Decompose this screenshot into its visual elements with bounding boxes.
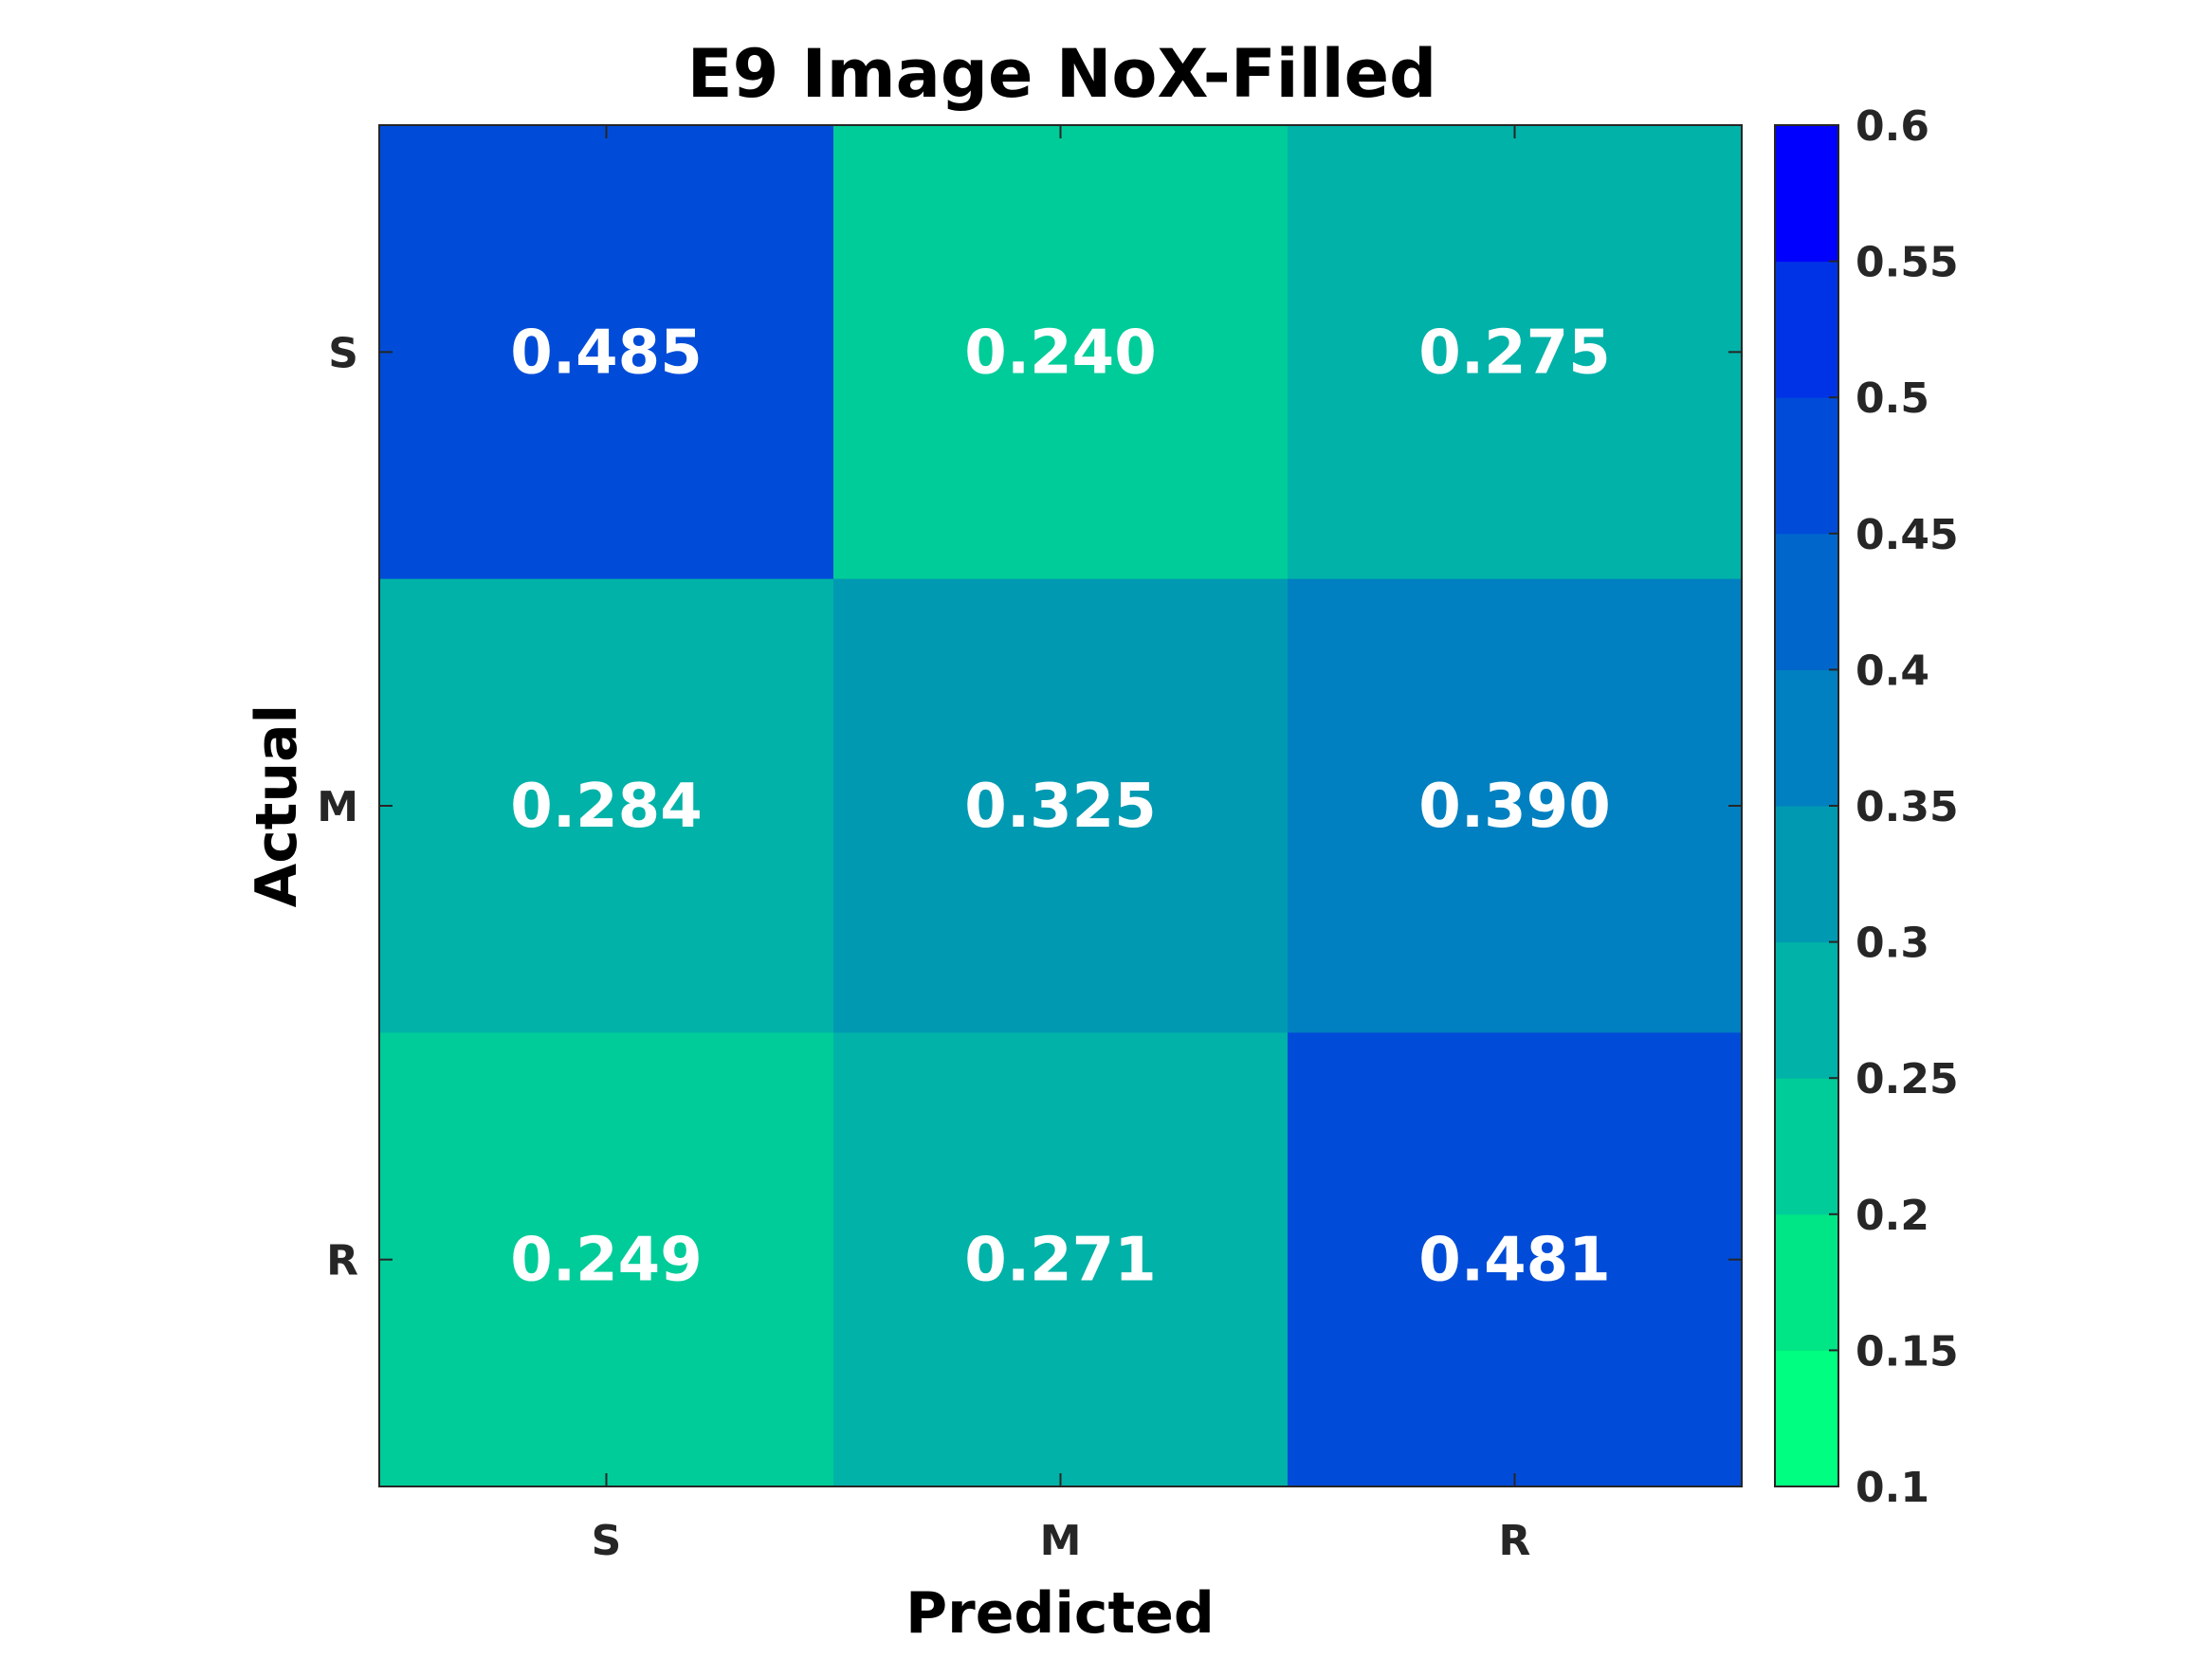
colorbar-segment (1775, 1213, 1838, 1351)
cell-value-label: 0.485 (510, 318, 702, 388)
cell-value-label: 0.271 (964, 1226, 1156, 1296)
colorbar-segment (1775, 806, 1838, 943)
heatmap-cell-R-R (1288, 1032, 1743, 1487)
x-tick-label: R (1499, 1517, 1531, 1565)
heatmap-cell-M-R (1288, 578, 1743, 1033)
cell-value-label: 0.325 (964, 772, 1156, 842)
colorbar-segment (1775, 1078, 1838, 1215)
colorbar-segment (1775, 669, 1838, 807)
colorbar-segment (1775, 397, 1838, 535)
heatmap-cell-S-S (379, 125, 834, 580)
colorbar-tick-label: 0.45 (1856, 511, 1959, 559)
heatmap-cell-S-R (1288, 125, 1743, 580)
colorbar-segment (1775, 941, 1838, 1079)
colorbar-tick-label: 0.4 (1856, 647, 1929, 695)
colorbar-tick-label: 0.25 (1856, 1055, 1959, 1103)
heatmap-cell-M-S (379, 578, 834, 1033)
heatmap-cell-S-M (833, 125, 1289, 580)
colorbar-segment (1775, 1350, 1838, 1487)
heatmap-cell-M-M (833, 578, 1289, 1033)
colorbar-tick-label: 0.3 (1856, 920, 1929, 968)
colorbar-segment (1775, 533, 1838, 670)
colorbar-segment (1775, 261, 1838, 398)
cell-value-label: 0.481 (1418, 1226, 1610, 1296)
y-tick-label: R (326, 1237, 358, 1285)
colorbar-tick-label: 0.1 (1856, 1464, 1929, 1512)
heatmap-cells (379, 125, 1743, 1487)
colorbar-tick-label: 0.5 (1856, 374, 1929, 423)
x-tick-label: S (592, 1517, 622, 1565)
colorbar-tick-label: 0.15 (1856, 1327, 1959, 1376)
cell-value-label: 0.284 (510, 772, 702, 842)
x-axis-label: Predicted (905, 1580, 1215, 1647)
colorbar (1775, 125, 1838, 1487)
colorbar-ticks: 0.1 0.15 0.2 0.25 0.3 0.35 0.4 0.45 0.5 0.55 0.6 (1829, 102, 1959, 1512)
colorbar-tick-label: 0.55 (1856, 239, 1959, 287)
heatmap-cell-labels: 0.485 0.240 0.275 0.284 0.325 0.390 0.249 0.271… (510, 318, 1610, 1295)
y-tick-label: M (317, 783, 358, 831)
heatmap-cell-R-M (833, 1032, 1289, 1487)
y-tick-label: S (328, 329, 358, 377)
colorbar-tick-label: 0.2 (1856, 1192, 1929, 1240)
x-tick-label: M (1040, 1517, 1082, 1565)
cell-value-label: 0.390 (1418, 772, 1610, 842)
cell-value-label: 0.249 (510, 1226, 702, 1296)
y-axis-ticks: S M R (317, 329, 1742, 1285)
heatmap-cell-R-S (379, 1032, 834, 1487)
colorbar-tick-label: 0.35 (1856, 783, 1959, 831)
cell-value-label: 0.240 (964, 318, 1156, 388)
colorbar-tick-label: 0.6 (1856, 102, 1929, 151)
cell-value-label: 0.275 (1418, 318, 1610, 388)
y-axis-label: Actual (244, 704, 310, 907)
colorbar-segment (1775, 125, 1838, 263)
chart-title: E9 Image NoX-Filled (687, 35, 1436, 113)
